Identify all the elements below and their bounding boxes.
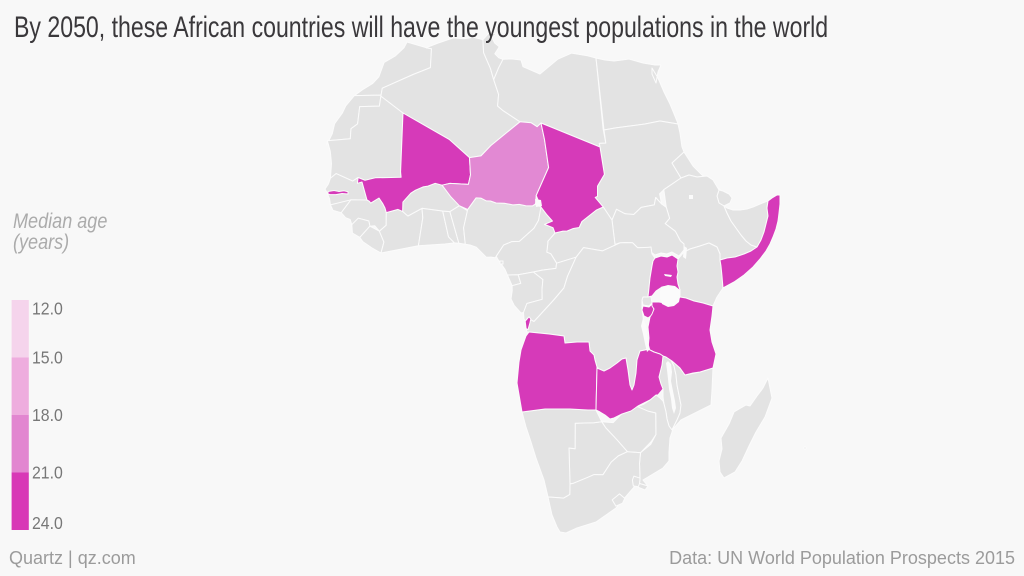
svg-text:12.0: 12.0 [32,299,63,319]
svg-text:18.0: 18.0 [32,405,63,425]
svg-text:21.0: 21.0 [32,463,63,483]
svg-text:24.0: 24.0 [32,513,63,533]
svg-text:15.0: 15.0 [32,348,63,368]
